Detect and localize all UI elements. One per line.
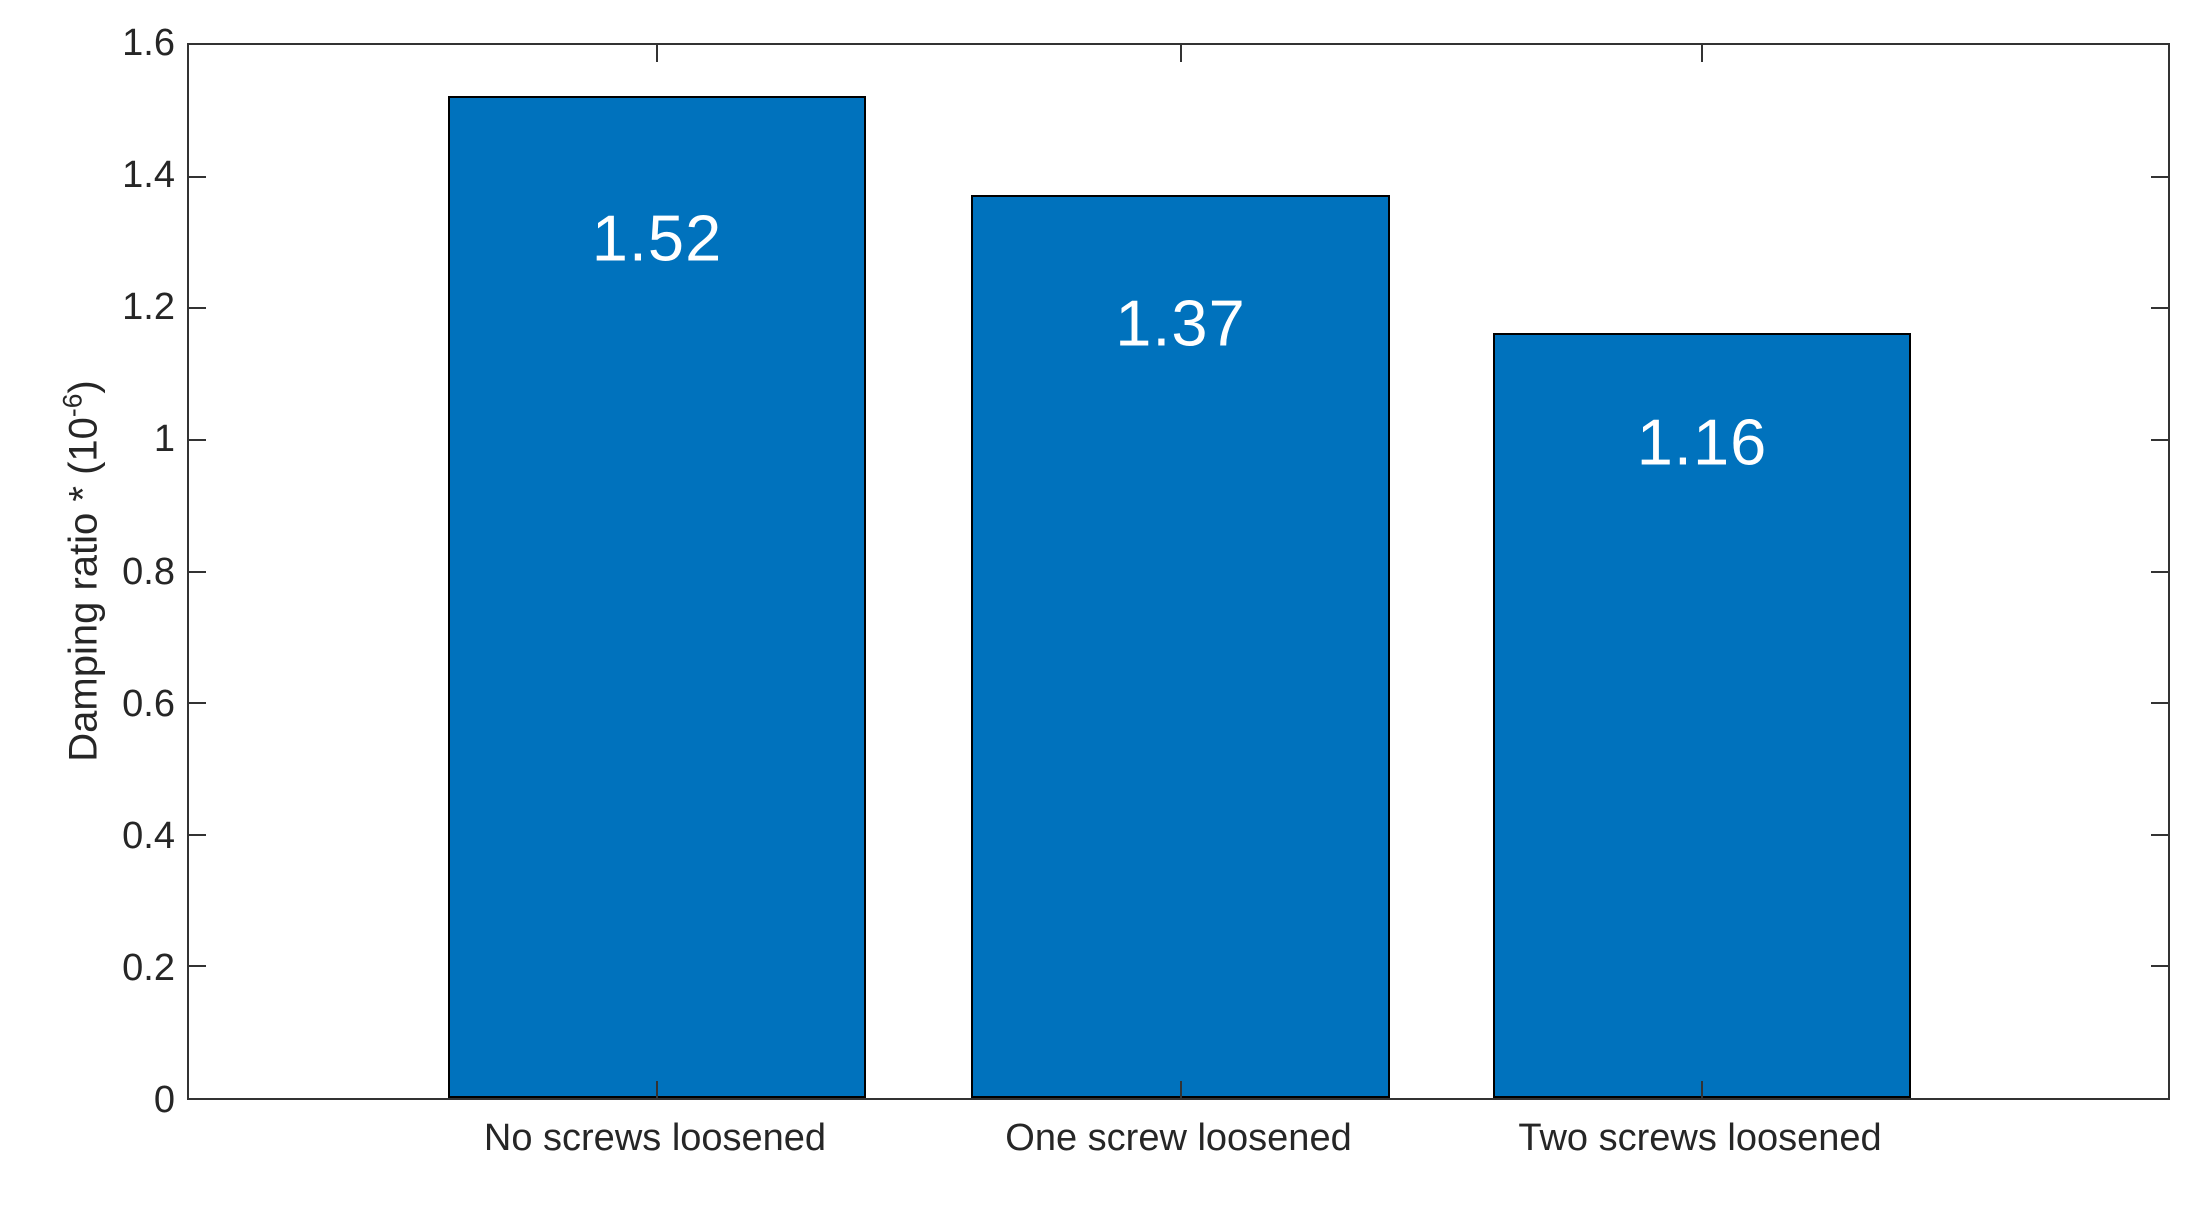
y-tick-label: 1.2 <box>122 286 175 329</box>
bar: 1.16 <box>1492 333 1912 1098</box>
y-tick-mark-right <box>2151 307 2168 310</box>
y-tick-mark <box>189 833 206 836</box>
y-tick-mark <box>189 438 206 441</box>
x-tick-mark-bottom <box>1701 1081 1704 1098</box>
y-tick-label: 0.8 <box>122 550 175 593</box>
y-tick-mark <box>189 570 206 573</box>
bar: 1.37 <box>971 194 1390 1098</box>
y-axis-title-close: ) <box>61 380 106 394</box>
y-tick-mark-right <box>2151 833 2168 836</box>
y-axis-title-exponent: -6 <box>57 393 88 418</box>
y-tick-label: 1 <box>153 418 175 461</box>
bar: 1.52 <box>447 95 867 1098</box>
x-tick-mark-bottom <box>655 1081 658 1098</box>
y-tick-label: 1.4 <box>122 154 175 197</box>
y-tick-label: 0.4 <box>122 814 175 857</box>
x-tick-mark-top <box>1701 45 1704 62</box>
y-tick-label: 0 <box>153 1079 175 1121</box>
y-tick-mark-right <box>2151 175 2168 178</box>
y-tick-mark <box>189 175 206 178</box>
y-tick-mark <box>189 702 206 705</box>
plot-area: 1.52 1.37 1.16 <box>187 43 2170 1100</box>
x-tick-mark-bottom <box>1179 1081 1182 1098</box>
y-tick-mark <box>189 307 206 310</box>
x-tick-mark-top <box>1179 45 1182 62</box>
y-tick-label: 0.6 <box>122 682 175 725</box>
y-tick-label: 0.2 <box>122 946 175 989</box>
y-tick-mark-right <box>2151 965 2168 968</box>
y-tick-mark-right <box>2151 702 2168 705</box>
y-tick-mark <box>189 965 206 968</box>
bar-value-label: 1.16 <box>1636 404 1768 478</box>
x-category-label: One screw loosened <box>1005 1117 1352 1159</box>
x-category-label: No screws loosened <box>483 1117 827 1159</box>
x-tick-mark-top <box>655 45 658 62</box>
y-tick-label: 1.6 <box>122 22 175 64</box>
y-tick-mark-right <box>2151 438 2168 441</box>
y-tick-mark-right <box>2151 570 2168 573</box>
x-category-label: Two screws loosened <box>1518 1117 1882 1159</box>
bar-value-label: 1.52 <box>591 200 723 274</box>
bar-value-label: 1.37 <box>1115 285 1246 359</box>
